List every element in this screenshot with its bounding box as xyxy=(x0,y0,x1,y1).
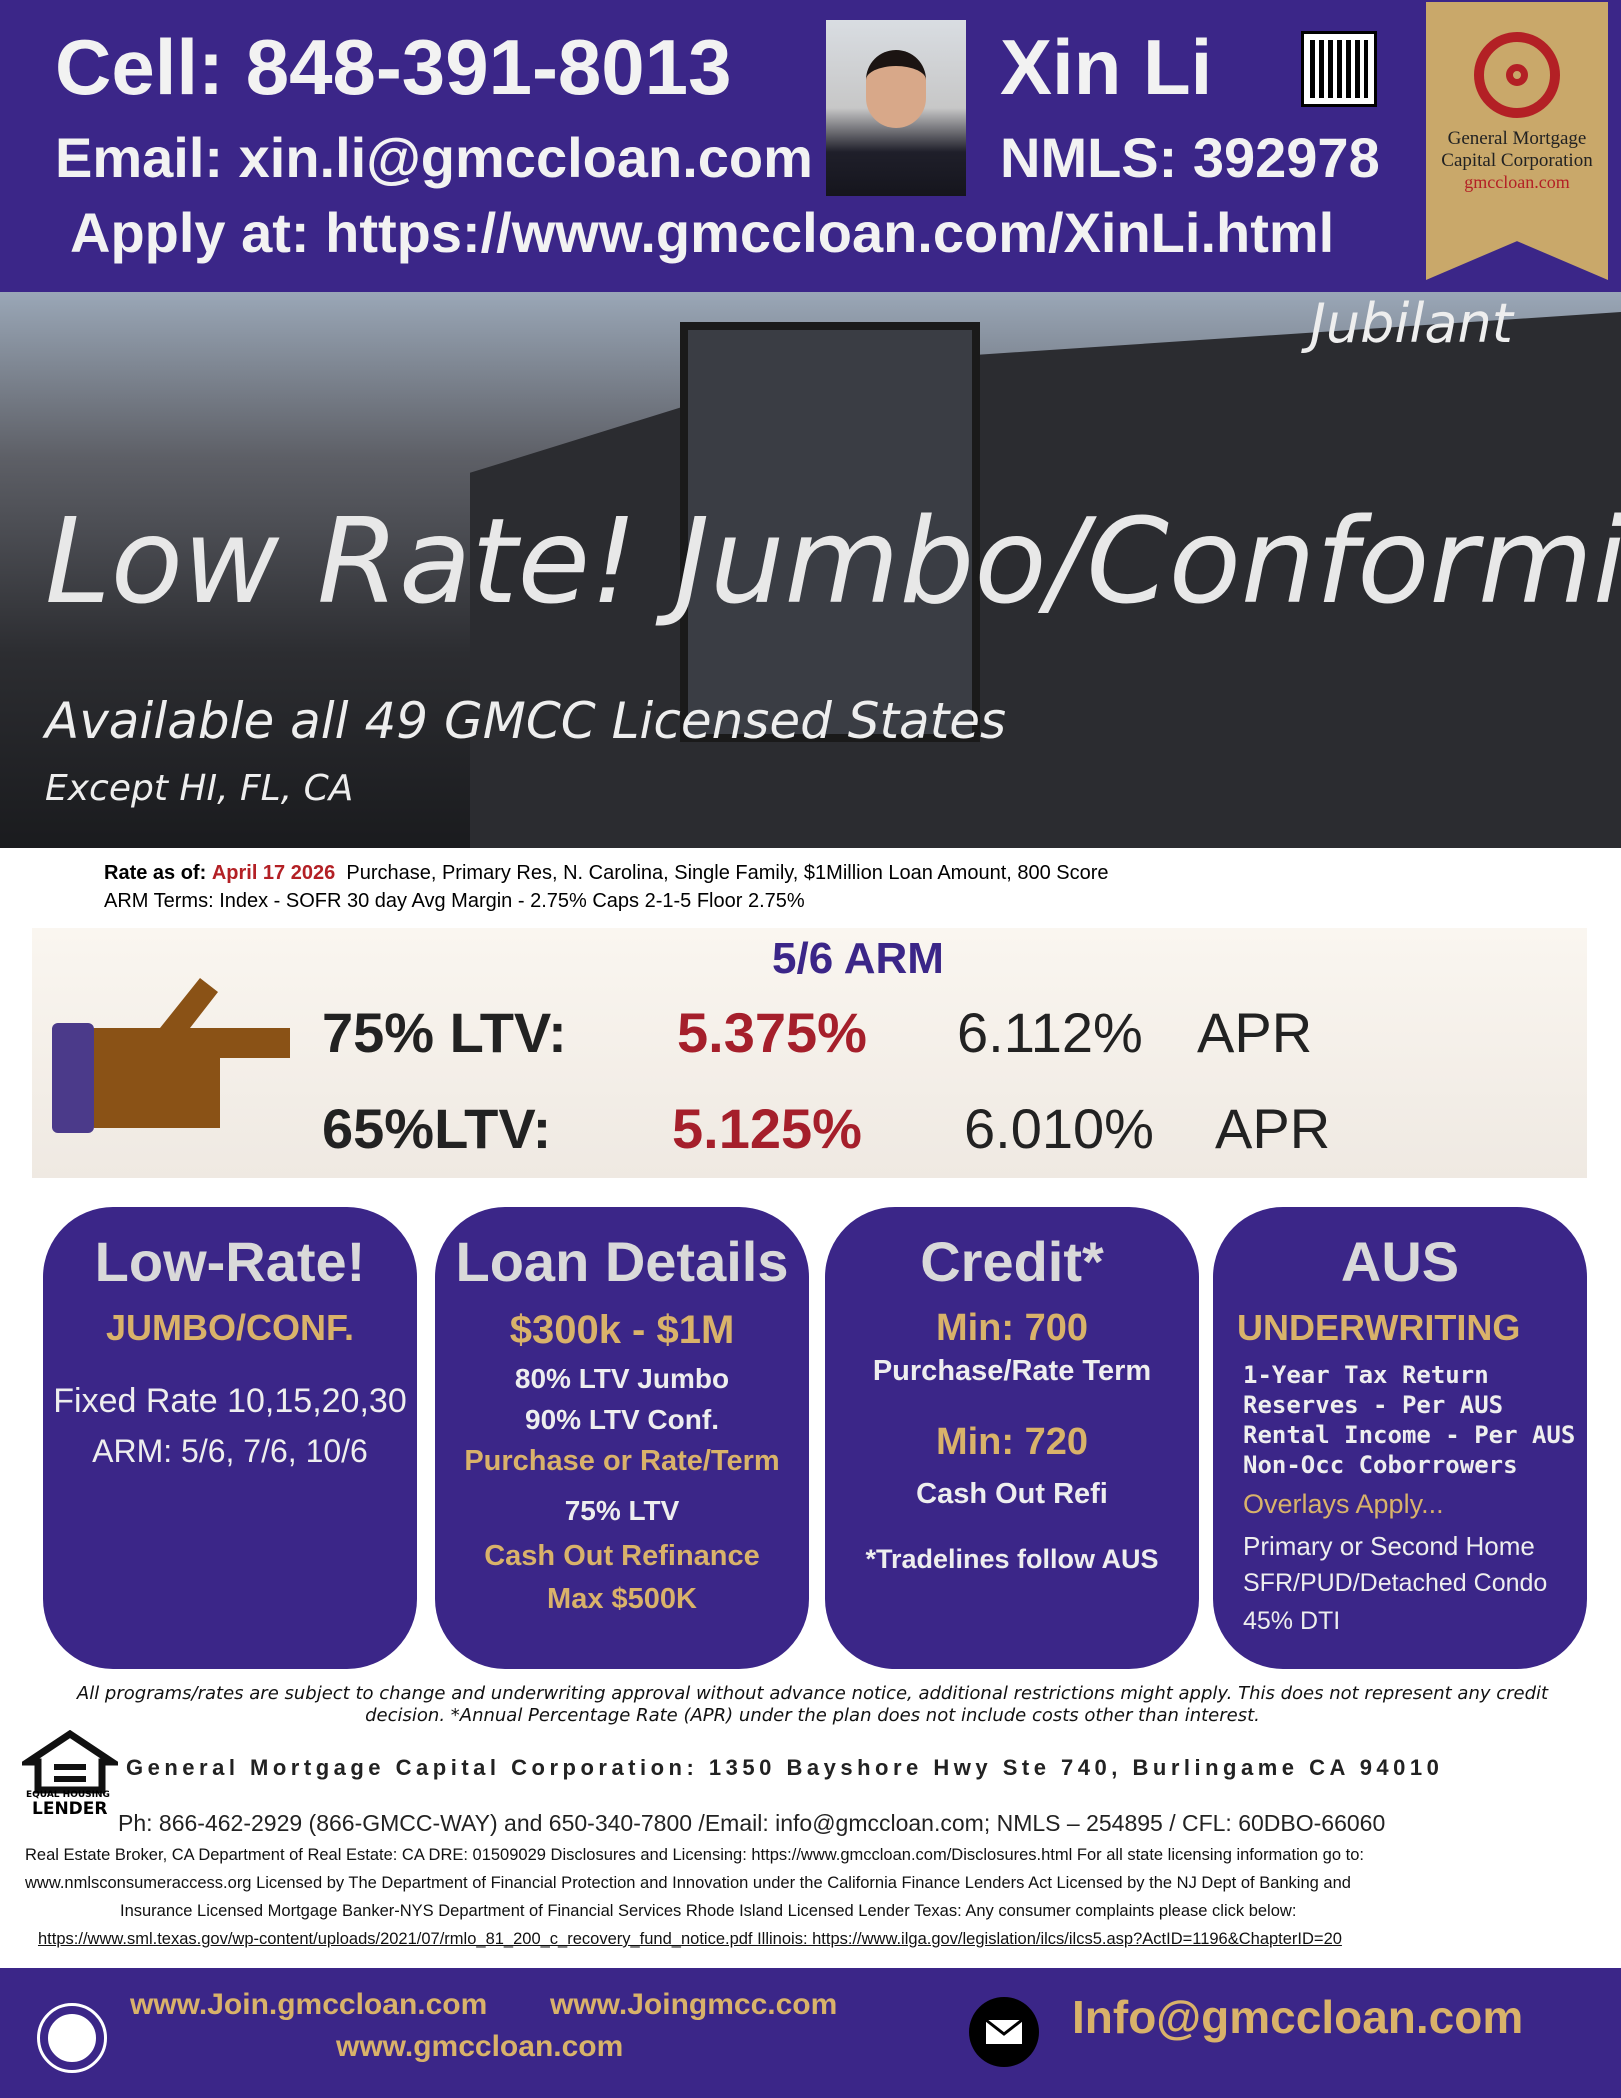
card-line: JUMBO/CONF. xyxy=(105,1307,354,1348)
rate-info: Rate as of: April 17 2026 Purchase, Prim… xyxy=(104,862,1109,885)
site-link[interactable]: www.Join.gmccloan.com xyxy=(130,1988,488,2021)
globe-icon xyxy=(37,2003,107,2073)
card-line: 75% LTV xyxy=(564,1495,680,1527)
card: Loan Details $300k - $1M 80% LTV Jumbo 9… xyxy=(435,1207,809,1669)
address: General Mortgage Capital Corporation: 13… xyxy=(126,1755,1444,1780)
disclaimer: All programs/rates are subject to change… xyxy=(76,1683,1549,1726)
logo-text: General Mortgage xyxy=(1447,128,1587,149)
licensing: www.nmlsconsumeraccess.org Licensed by T… xyxy=(25,1874,1351,1892)
card-line: Min: 720 xyxy=(935,1420,1089,1463)
hero-tag: Jubilant xyxy=(1310,292,1513,355)
nmls: NMLS: 392978 xyxy=(1000,126,1380,189)
cell: Cell: 848-391-8013 xyxy=(55,23,732,111)
scenario: Purchase, Primary Res, N. Carolina, Sing… xyxy=(346,862,1109,884)
ehl-text: LENDER xyxy=(32,1799,108,1819)
photo-face xyxy=(866,50,926,128)
except: Except HI, FL, CA xyxy=(45,768,354,809)
rate-box: 5/6 ARM 75% LTV: 5.375% 6.112% APR 65%LT… xyxy=(32,928,1587,1178)
card-line: *Tradelines follow AUS xyxy=(865,1543,1159,1574)
licensing[interactable]: https://www.sml.texas.gov/wp-content/upl… xyxy=(38,1930,1342,1948)
apply-link[interactable]: Apply at: https://www.gmccloan.com/XinLi… xyxy=(70,201,1335,264)
card-line: 90% LTV Conf. xyxy=(525,1404,719,1435)
card-line: Purchase/Rate Term xyxy=(872,1354,1152,1387)
card: Low-Rate! JUMBO/CONF. Fixed Rate 10,15,2… xyxy=(43,1207,417,1669)
card-line: Fixed Rate 10,15,20,30 xyxy=(53,1382,407,1420)
apr-label: APR xyxy=(1215,1097,1331,1160)
card-line: 45% DTI xyxy=(1243,1606,1341,1635)
logo-text: Capital Corporation xyxy=(1441,150,1593,171)
card-title: Credit* xyxy=(920,1230,1104,1293)
phone: Ph: 866-462-2929 (866-GMCC-WAY) and 650-… xyxy=(118,1810,1386,1836)
card-line: Rental Income - Per AUS xyxy=(1243,1421,1576,1449)
rate-label: Rate as of: xyxy=(104,862,207,884)
arm-terms: ARM Terms: Index - SOFR 30 day Avg Margi… xyxy=(104,890,805,912)
card-line: Min: 700 xyxy=(935,1307,1089,1349)
hero: Jubilant Low Rate! Jumbo/Conforming Avai… xyxy=(0,292,1621,848)
card-line: 1-Year Tax Return xyxy=(1243,1361,1489,1389)
card-line: SFR/PUD/Detached Condo xyxy=(1243,1569,1548,1598)
card-line: Overlays Apply... xyxy=(1243,1489,1444,1519)
ehl-text: EQUAL HOUSING xyxy=(26,1790,110,1800)
agent-photo xyxy=(826,20,966,196)
rate: 5.375% xyxy=(677,1001,867,1064)
ltv: 75% LTV: xyxy=(322,1001,567,1064)
pointing-hand xyxy=(52,978,290,1133)
headline: Low Rate! Jumbo/Conforming xyxy=(45,492,1621,630)
card-title: Low-Rate! xyxy=(94,1230,366,1293)
subhead: Available all 49 GMCC Licensed States xyxy=(45,692,1007,750)
card-line: Cash Out Refi xyxy=(916,1478,1108,1511)
card-line: ARM: 5/6, 7/6, 10/6 xyxy=(92,1432,368,1469)
card-line: Purchase or Rate/Term xyxy=(464,1445,780,1477)
card-line: Max $500K xyxy=(547,1582,697,1615)
card-line: Primary or Second Home xyxy=(1243,1530,1535,1561)
rate-date: April 17 2026 xyxy=(211,862,336,884)
card-line: UNDERWRITING xyxy=(1237,1307,1521,1348)
site-link[interactable]: www.gmccloan.com xyxy=(336,2030,624,2063)
rate-title: 5/6 ARM xyxy=(772,934,944,983)
window xyxy=(680,322,980,742)
site-link[interactable]: www.Joingmcc.com xyxy=(550,1988,838,2021)
logo-ribbon: General Mortgage Capital Corporation gmc… xyxy=(1426,2,1608,280)
qr-code[interactable] xyxy=(1301,31,1377,107)
card-title: AUS xyxy=(1340,1230,1460,1293)
card: AUS UNDERWRITING 1-Year Tax Return Reser… xyxy=(1213,1207,1587,1669)
rate: 5.125% xyxy=(672,1097,862,1160)
ehl-logo xyxy=(22,1730,118,1794)
card-line: $300k - $1M xyxy=(509,1308,735,1352)
email: Email: xin.li@gmccloan.com xyxy=(55,126,813,189)
apr: 6.010% xyxy=(964,1097,1154,1160)
licensing: Insurance Licensed Mortgage Banker-NYS D… xyxy=(120,1902,1297,1920)
card-line: Reserves - Per AUS xyxy=(1243,1391,1504,1419)
card: Credit* Min: 700 Purchase/Rate Term Min:… xyxy=(825,1207,1199,1669)
bottom-bar: www.Join.gmccloan.com www.Joingmcc.com w… xyxy=(0,1968,1621,2098)
card-line: Cash Out Refinance xyxy=(484,1540,760,1573)
card-line: Non-Occ Coborrowers xyxy=(1243,1451,1518,1479)
ltv: 65%LTV: xyxy=(322,1097,552,1160)
mail-icon xyxy=(969,1997,1039,2067)
card-title: Loan Details xyxy=(455,1230,789,1293)
logo-site: gmccloan.com xyxy=(1464,172,1570,192)
apr-label: APR xyxy=(1197,1001,1313,1064)
licensing: Real Estate Broker, CA Department of Rea… xyxy=(25,1846,1364,1864)
agent-name: Xin Li xyxy=(1000,23,1213,111)
apr: 6.112% xyxy=(957,1001,1143,1064)
logo-mark xyxy=(1474,32,1560,118)
email-link[interactable]: Info@gmccloan.com xyxy=(1072,1991,1524,2043)
header: Cell: 848-391-8013 Email: xin.li@gmccloa… xyxy=(0,0,1621,292)
card-line: 80% LTV Jumbo xyxy=(514,1363,730,1394)
